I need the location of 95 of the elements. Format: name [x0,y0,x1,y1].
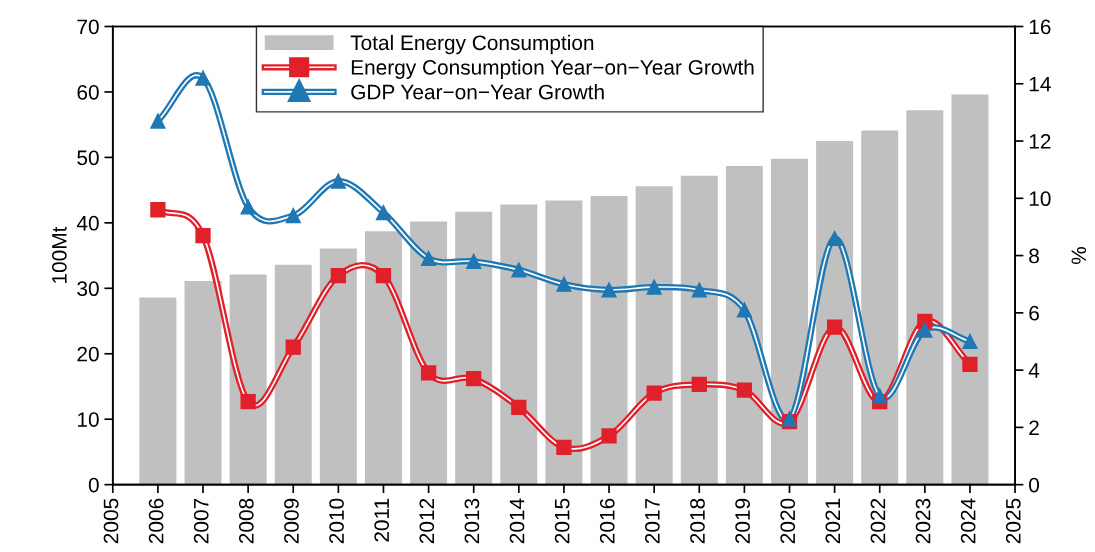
point [240,199,256,215]
point [375,267,392,284]
point [330,173,346,189]
y-tick-label: 70 [77,19,99,35]
point [195,70,211,86]
x-tick-label: 2015 [554,498,570,544]
point [420,250,437,267]
y2-axis-title: % [1071,247,1087,265]
y-tick-label: 10 [78,412,99,427]
x-tick-label: 2025 [1005,498,1021,544]
point [195,227,211,244]
point [962,333,978,350]
point [240,393,256,410]
x-tick-label: 2021 [825,498,841,544]
point [285,207,301,224]
bar [410,221,448,485]
point [330,267,346,284]
y2-tick-label: 4 [1028,363,1040,378]
legend-label: GDP Year−on−Year Growth [351,84,604,100]
x-tick-label: 2007 [193,498,209,544]
x-tick-label: 2012 [419,498,435,544]
legend-label: Total Energy Consumption [350,34,594,55]
y2-tick-label: 12 [1029,134,1051,149]
bar [545,200,583,485]
point [691,376,707,393]
x-tick-label: 2022 [870,498,886,544]
point [826,230,843,247]
bar [455,211,493,485]
point [691,282,707,298]
bar [274,264,312,485]
bar [229,274,267,485]
bar [590,196,628,485]
y-tick-label: 30 [77,281,99,297]
bar [725,165,763,485]
y2-tick-label: 16 [1029,19,1051,35]
y-tick-label: 60 [77,84,99,100]
point [150,202,166,218]
x-tick-label: 2024 [960,498,976,544]
x-tick-label: 2023 [915,498,931,544]
point [511,262,527,278]
point [466,371,482,387]
y2-tick-label: 10 [1029,191,1051,207]
point [736,382,753,398]
bar [680,175,718,485]
point [601,282,617,298]
x-tick-label: 2020 [780,498,796,544]
x-tick-label: 2006 [148,498,164,544]
y-tick-label: 40 [76,215,99,231]
point [375,204,392,221]
y2-tick-label: 6 [1029,305,1039,321]
bar [319,248,357,485]
bar [364,231,402,485]
bar [861,130,899,485]
point [962,356,978,373]
y-tick-label: 50 [77,150,99,166]
bar [635,186,673,485]
legend-label: Energy Consumption Year−on−Year Growth [351,59,754,79]
point [872,388,888,404]
y-tick-label: 0 [88,477,99,493]
bar [771,158,808,485]
point [736,302,753,318]
x-tick-label: 2019 [735,498,750,544]
y-axis-title: 100Mt [51,226,67,283]
x-tick-label: 2010 [329,498,344,544]
point [826,319,843,335]
y2-tick-label: 14 [1029,76,1051,92]
point [420,365,437,381]
point [646,385,662,401]
point [150,113,166,129]
bar [139,297,177,485]
point [466,253,482,269]
point [556,276,572,292]
point [917,322,933,338]
x-tick-label: 2008 [238,498,254,544]
point [646,279,662,295]
bar [500,204,538,485]
point [511,399,527,415]
bar [184,281,222,485]
x-tick-label: 2009 [284,498,299,544]
y-tick-label: 20 [77,346,99,362]
x-tick-label: 2017 [644,498,660,544]
x-tick-label: 2013 [464,498,480,544]
y2-tick-label: 2 [1029,420,1039,435]
x-tick-label: 2005 [103,498,119,544]
y2-tick-label: 8 [1029,248,1039,264]
point [601,428,617,444]
point [556,439,572,456]
x-tick-label: 2016 [599,498,615,544]
point [285,339,301,355]
bar [906,110,944,485]
x-tick-label: 2011 [374,498,390,542]
x-tick-label: 2018 [690,498,705,544]
y2-tick-label: 0 [1029,477,1040,493]
x-tick-label: 2014 [509,498,525,544]
bar [951,94,989,485]
